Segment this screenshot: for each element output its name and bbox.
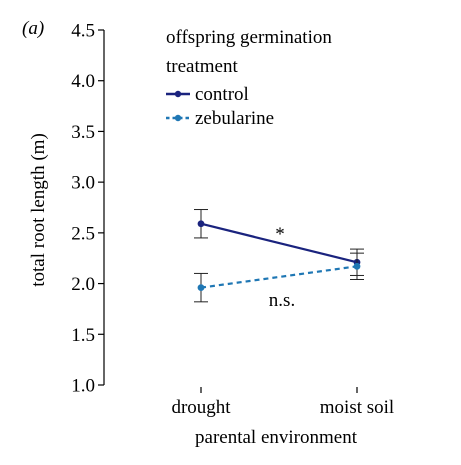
series-line-control (200, 222, 358, 264)
y-tick-label: 4.0 (71, 71, 95, 92)
data-point-zebularine (353, 262, 361, 270)
y-tick-label: 1.5 (71, 325, 95, 346)
panel-label: (a) (22, 18, 44, 39)
legend-marker-control (174, 90, 182, 98)
x-axis-title: parental environment (195, 427, 358, 448)
legend-title-line2: treatment (166, 56, 238, 77)
legend-label-control: control (195, 84, 249, 105)
y-tick-label: 1.0 (71, 376, 95, 397)
legend-label-zebularine: zebularine (195, 108, 274, 129)
y-tick-label: 2.5 (71, 223, 95, 244)
annotation-not-significant: n.s. (269, 290, 295, 311)
y-tick-label: 4.5 (71, 21, 95, 42)
y-tick-label: 3.0 (71, 173, 95, 194)
data-point-control (197, 220, 205, 228)
legend-title-line1: offspring germination (166, 27, 332, 48)
annotation-significant: * (275, 224, 285, 245)
chart-plot-layer: 1.0 1.5 2.0 2.5 3.0 3.5 4.0 4.5 drought moist soi… (71, 21, 394, 419)
legend-marker-zebularine (174, 114, 182, 122)
x-tick-label: moist soil (320, 397, 394, 418)
y-tick-label: 3.5 (71, 122, 95, 143)
series-line-zebularine (200, 265, 358, 289)
data-point-zebularine (197, 284, 205, 292)
y-tick-label: 2.0 (71, 274, 95, 295)
x-tick-label: drought (171, 397, 231, 418)
y-axis-title: total root length (m) (28, 133, 49, 287)
